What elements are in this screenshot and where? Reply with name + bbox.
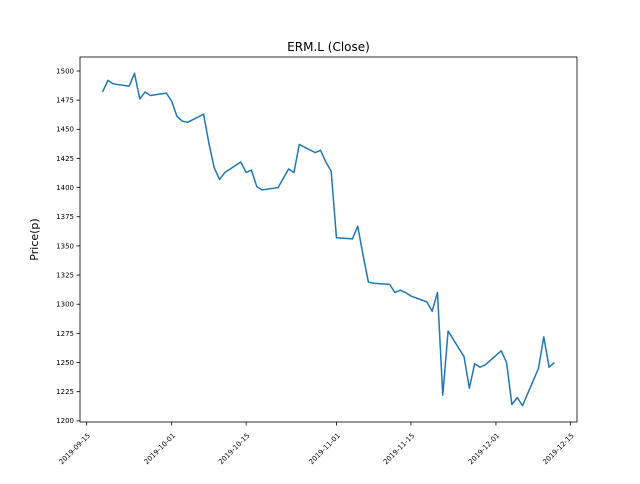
x-axis-ticks: 2019-09-15 2019-10-01 2019-10-15 2019-11-01… (58, 422, 576, 466)
y-tick-label: 1500 (56, 67, 74, 75)
y-tick-label: 1300 (56, 301, 74, 309)
y-tick-label: 1325 (56, 271, 74, 279)
y-tick-label: 1400 (56, 184, 74, 192)
y-tick-label: 1250 (56, 359, 74, 367)
x-tick-label: 2019-10-15 (217, 432, 251, 466)
y-tick-label: 1450 (56, 126, 74, 134)
y-tick-label: 1225 (56, 388, 74, 396)
chart-title: ERM.L (Close) (287, 40, 370, 54)
plot-frame (79, 56, 578, 423)
price-series-polyline (101, 72, 555, 407)
x-tick-label: 2019-11-15 (382, 432, 416, 466)
close-price-line (101, 72, 555, 407)
y-axis-ticks: 1200 1225 1250 1275 1300 1325 1350 1375 1400 1425… (56, 67, 80, 425)
x-tick-label: 2019-10-01 (143, 432, 177, 466)
y-axis-label: Price(p) (28, 218, 41, 260)
y-tick-label: 1475 (56, 97, 74, 105)
x-tick-label: 2019-12-15 (541, 432, 575, 466)
y-tick-label: 1425 (56, 155, 74, 163)
y-tick-label: 1275 (56, 330, 74, 338)
x-tick-label: 2019-12-01 (467, 432, 501, 466)
y-tick-label: 1200 (56, 417, 74, 425)
y-tick-label: 1375 (56, 213, 74, 221)
x-tick-label: 2019-11-01 (307, 432, 341, 466)
y-tick-label: 1350 (56, 242, 74, 250)
x-tick-label: 2019-09-15 (58, 432, 92, 466)
